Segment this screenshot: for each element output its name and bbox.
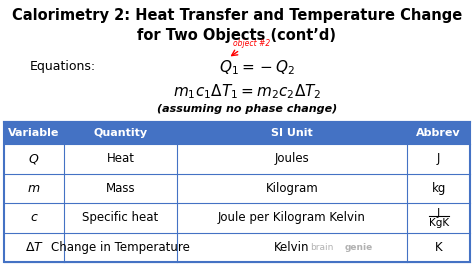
Bar [4, 144, 64, 173]
Text: kg: kg [431, 182, 446, 195]
Bar [4, 122, 64, 144]
Bar [177, 232, 407, 262]
Text: object #2: object #2 [233, 39, 270, 48]
Text: brain: brain [310, 243, 333, 252]
Bar [4, 173, 64, 203]
Bar [177, 144, 407, 173]
Text: Variable: Variable [9, 128, 60, 138]
Bar [177, 173, 407, 203]
Text: Heat: Heat [107, 152, 135, 165]
Text: $m$: $m$ [27, 182, 41, 195]
Text: genie: genie [345, 243, 373, 252]
Text: $m_1c_1\Delta T_1 = m_2c_2\Delta T_2$: $m_1c_1\Delta T_1 = m_2c_2\Delta T_2$ [173, 82, 321, 101]
Bar [64, 173, 177, 203]
Text: J: J [437, 208, 440, 218]
Bar [64, 144, 177, 173]
Bar [4, 203, 64, 232]
Bar [407, 203, 470, 232]
Text: Specific heat: Specific heat [82, 211, 159, 224]
Text: SI Unit: SI Unit [271, 128, 313, 138]
Bar [177, 122, 407, 144]
Text: Joules: Joules [274, 152, 310, 165]
Text: J: J [437, 152, 440, 165]
Text: Quantity: Quantity [93, 128, 147, 138]
Text: Joule per Kilogram Kelvin: Joule per Kilogram Kelvin [218, 211, 366, 224]
Text: Change in Temperature: Change in Temperature [51, 241, 190, 254]
Bar [177, 203, 407, 232]
Text: Equations:: Equations: [30, 60, 96, 73]
Bar [64, 122, 177, 144]
Text: KgK: KgK [428, 218, 449, 228]
Text: $Q_1 = -Q_2$: $Q_1 = -Q_2$ [219, 58, 295, 77]
Text: $c$: $c$ [30, 211, 38, 224]
Text: Kelvin: Kelvin [274, 241, 310, 254]
Bar [407, 173, 470, 203]
Text: Calorimetry 2: Heat Transfer and Temperature Change: Calorimetry 2: Heat Transfer and Tempera… [12, 8, 462, 23]
Text: Kilogram: Kilogram [265, 182, 319, 195]
Text: Abbrev: Abbrev [416, 128, 461, 138]
Bar [64, 232, 177, 262]
Bar [407, 144, 470, 173]
Bar [64, 203, 177, 232]
Text: K: K [435, 241, 442, 254]
Bar [407, 232, 470, 262]
Text: $Q$: $Q$ [28, 152, 40, 166]
Bar [4, 122, 470, 262]
Text: (assuming no phase change): (assuming no phase change) [157, 104, 337, 114]
Bar [4, 232, 64, 262]
Text: for Two Objects (cont’d): for Two Objects (cont’d) [137, 28, 337, 43]
Text: Mass: Mass [106, 182, 135, 195]
Text: $\Delta T$: $\Delta T$ [25, 241, 44, 254]
Bar [407, 122, 470, 144]
